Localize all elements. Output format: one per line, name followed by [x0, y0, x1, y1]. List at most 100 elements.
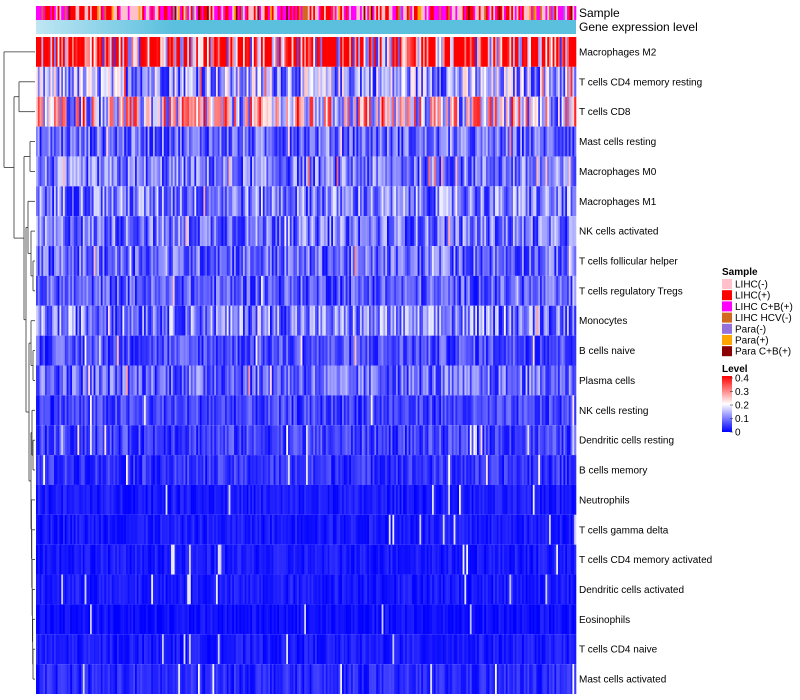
heatmap-cell	[390, 246, 393, 276]
sample-annotation-cell	[385, 6, 388, 20]
heatmap-cell	[396, 96, 399, 127]
heatmap-cell	[234, 395, 237, 426]
heatmap-cell	[262, 96, 265, 127]
heatmap-cell	[392, 37, 395, 67]
heatmap-cell	[547, 186, 550, 217]
heatmap-cell	[478, 305, 481, 336]
heatmap-cell	[37, 216, 40, 247]
heatmap-cell	[336, 156, 339, 187]
heatmap-cell	[471, 246, 474, 276]
heatmap-cell	[79, 395, 82, 426]
heatmap-cell	[126, 66, 129, 97]
heatmap-cell	[207, 96, 210, 127]
heatmap-cell	[471, 455, 474, 485]
heatmap-cell	[37, 156, 40, 187]
heatmap-cell	[421, 425, 424, 456]
heatmap-cell	[82, 156, 85, 187]
heatmap-cell	[329, 66, 332, 97]
heatmap-cell	[210, 96, 213, 127]
heatmap-cell	[243, 37, 246, 67]
heatmap-cell	[496, 395, 499, 426]
sample-annotation-cell	[329, 6, 332, 20]
heatmap-cell	[232, 305, 235, 336]
heatmap-cell	[487, 126, 490, 157]
heatmap-cell	[322, 186, 325, 217]
heatmap-cell	[88, 96, 91, 127]
heatmap-cell	[61, 156, 64, 187]
heatmap-cell	[399, 66, 402, 97]
heatmap-cell	[79, 365, 82, 396]
heatmap-cell	[252, 275, 255, 306]
heatmap-cell	[153, 186, 156, 217]
heatmap-cell	[482, 425, 485, 456]
heatmap-cell	[208, 305, 211, 336]
sample-annotation-cell	[81, 6, 84, 20]
heatmap-cell	[187, 305, 190, 336]
heatmap-cell	[342, 365, 345, 396]
heatmap-cell	[424, 216, 427, 247]
heatmap-cell	[365, 96, 368, 127]
heatmap-cell	[270, 156, 273, 187]
heatmap-cell	[343, 66, 346, 97]
heatmap-cell	[102, 484, 105, 515]
heatmap-cell	[376, 335, 379, 366]
heatmap-cell	[235, 126, 238, 157]
heatmap-cell	[439, 395, 442, 426]
heatmap-cell	[498, 395, 501, 426]
heatmap-cell	[403, 455, 406, 485]
heatmap-cell	[428, 335, 431, 366]
heatmap-cell	[158, 275, 161, 306]
heatmap-cell	[228, 37, 231, 67]
heatmap-cell	[534, 66, 537, 97]
heatmap-cell	[331, 425, 334, 456]
sample-annotation-cell	[252, 6, 255, 20]
heatmap-cell	[349, 37, 352, 67]
heatmap-cell	[410, 455, 413, 485]
heatmap-cell	[302, 216, 305, 247]
sample-annotation-cell	[271, 6, 274, 20]
heatmap-cell	[154, 425, 157, 456]
heatmap-cell	[342, 425, 345, 456]
heatmap-cell	[370, 365, 373, 396]
heatmap-cell	[297, 96, 300, 127]
heatmap-cell	[271, 275, 274, 306]
heatmap-cell	[417, 275, 420, 306]
heatmap-cell	[127, 156, 130, 187]
sample-annotation-cell	[199, 6, 202, 20]
heatmap-cell	[360, 365, 363, 396]
heatmap-cell	[529, 335, 532, 366]
heatmap-cell	[489, 275, 492, 306]
heatmap-cell	[522, 455, 525, 485]
heatmap-cell	[394, 216, 397, 247]
heatmap-cell	[527, 365, 530, 396]
heatmap-cell	[432, 156, 435, 187]
heatmap-cell	[367, 425, 370, 456]
heatmap-cell	[394, 455, 397, 485]
heatmap-cell	[318, 365, 321, 396]
heatmap-cell	[183, 126, 186, 157]
heatmap-cell	[79, 335, 82, 366]
heatmap-cell	[88, 246, 91, 276]
heatmap-cell	[165, 186, 168, 217]
heatmap-cell	[279, 425, 282, 456]
heatmap-cell	[178, 305, 181, 336]
heatmap-cell	[410, 275, 413, 306]
heatmap-cell	[181, 126, 184, 157]
heatmap-cell	[511, 425, 514, 456]
heatmap-cell	[369, 395, 372, 426]
heatmap-cell	[325, 96, 328, 127]
heatmap-cell	[507, 96, 510, 127]
heatmap-cell	[104, 335, 107, 366]
heatmap-cell	[541, 246, 544, 276]
heatmap-cell	[428, 425, 431, 456]
heatmap-cell	[120, 455, 123, 485]
heatmap-cell	[262, 246, 265, 276]
heatmap-cell	[171, 484, 174, 515]
heatmap-cell	[383, 216, 386, 247]
heatmap-cell	[396, 455, 399, 485]
heatmap-cell	[509, 365, 512, 396]
sample-annotation-cell	[210, 6, 213, 20]
heatmap-cell	[277, 275, 280, 306]
heatmap-cell	[552, 66, 555, 97]
heatmap-cell	[291, 365, 294, 396]
